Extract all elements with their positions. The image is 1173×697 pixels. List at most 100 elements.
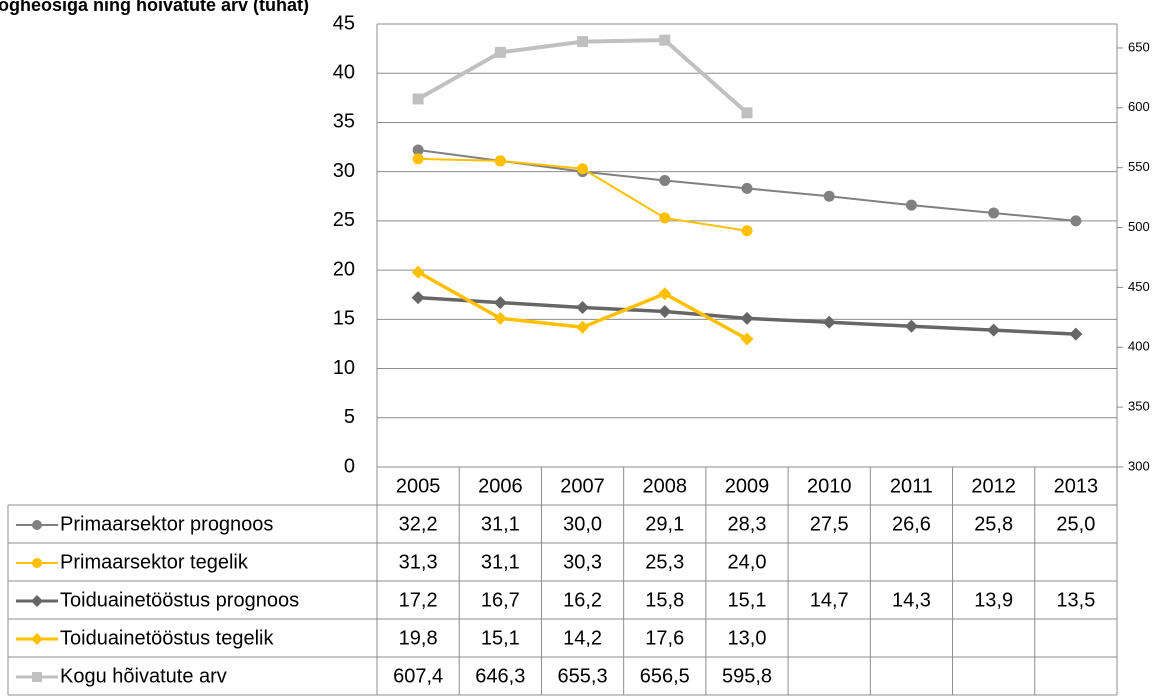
table-value: 27,5 — [810, 513, 849, 535]
y2-tick-label: 350 — [1128, 399, 1150, 414]
marker — [740, 332, 754, 346]
marker — [576, 320, 590, 334]
marker — [741, 225, 753, 237]
table-value: 646,3 — [475, 665, 525, 687]
x-tick-label: 2013 — [1054, 475, 1099, 497]
table-value: 14,3 — [892, 589, 931, 611]
table-value: 13,5 — [1056, 589, 1095, 611]
marker — [411, 291, 425, 305]
marker — [658, 287, 672, 301]
table-value: 19,8 — [399, 627, 438, 649]
table-value: 25,3 — [645, 551, 684, 573]
marker — [494, 155, 506, 167]
y-tick-label: 10 — [333, 357, 355, 379]
legend-marker — [32, 520, 42, 530]
table-value: 30,3 — [563, 551, 602, 573]
marker — [494, 46, 506, 58]
legend-label: Kogu hõivatute arv — [60, 665, 227, 687]
marker — [577, 163, 589, 175]
y2-tick-label: 300 — [1128, 458, 1150, 473]
table-value: 31,3 — [399, 551, 438, 573]
x-tick-label: 2012 — [971, 475, 1016, 497]
table-value: 656,5 — [640, 665, 690, 687]
legend-marker — [31, 595, 43, 607]
table-value: 16,7 — [481, 589, 520, 611]
marker — [412, 153, 424, 165]
y-tick-label: 35 — [333, 111, 355, 133]
y-tick-label: 5 — [344, 406, 355, 428]
legend-marker — [32, 672, 42, 682]
x-tick-label: 2007 — [560, 475, 605, 497]
y2-tick-label: 450 — [1128, 279, 1150, 294]
y2-tick-label: 600 — [1128, 99, 1150, 114]
y2-tick-label: 650 — [1128, 39, 1150, 54]
marker — [1070, 215, 1082, 227]
marker — [577, 36, 589, 48]
table-value: 15,1 — [728, 589, 767, 611]
table-value: 24,0 — [728, 551, 767, 573]
table-value: 13,0 — [728, 627, 767, 649]
marker — [658, 304, 672, 318]
marker — [1069, 327, 1083, 341]
marker — [904, 319, 918, 333]
x-tick-label: 2009 — [725, 475, 770, 497]
x-tick-label: 2008 — [643, 475, 688, 497]
marker — [741, 182, 753, 194]
marker — [987, 323, 1001, 337]
x-tick-label: 2006 — [478, 475, 523, 497]
table-value: 14,7 — [810, 589, 849, 611]
marker — [988, 207, 1000, 219]
legend-label: Toiduainetööstus tegelik — [60, 627, 274, 649]
y-tick-label: 40 — [333, 62, 355, 84]
chart-title: ogheosiga ning hõivatute arv (tuhat) — [0, 0, 309, 15]
table-value: 13,9 — [974, 589, 1013, 611]
marker — [412, 144, 424, 156]
table-value: 26,6 — [892, 513, 931, 535]
marker — [823, 190, 835, 202]
y-tick-label: 0 — [344, 455, 355, 477]
table-value: 16,2 — [563, 589, 602, 611]
marker — [576, 301, 590, 315]
marker — [412, 93, 424, 105]
y-tick-label: 45 — [333, 12, 355, 34]
table-value: 32,2 — [399, 513, 438, 535]
legend-label: Primaarsektor prognoos — [60, 513, 273, 535]
marker — [659, 175, 671, 187]
table-value: 30,0 — [563, 513, 602, 535]
table-value: 28,3 — [728, 513, 767, 535]
marker — [822, 315, 836, 329]
marker — [740, 311, 754, 325]
table-value: 655,3 — [558, 665, 608, 687]
legend-label: Primaarsektor tegelik — [60, 551, 249, 573]
x-tick-label: 2010 — [807, 475, 852, 497]
marker — [493, 296, 507, 310]
y2-tick-label: 400 — [1128, 339, 1150, 354]
table-value: 14,2 — [563, 627, 602, 649]
table-value: 25,8 — [974, 513, 1013, 535]
table-value: 31,1 — [481, 551, 520, 573]
marker — [905, 199, 917, 211]
marker — [659, 34, 671, 46]
legend-label: Toiduainetööstus prognoos — [60, 589, 299, 611]
table-value: 595,8 — [722, 665, 772, 687]
y-tick-label: 25 — [333, 209, 355, 231]
x-tick-label: 2005 — [396, 475, 441, 497]
y-tick-label: 20 — [333, 258, 355, 280]
y2-tick-label: 550 — [1128, 159, 1150, 174]
table-value: 607,4 — [393, 665, 443, 687]
y-tick-label: 15 — [333, 308, 355, 330]
legend-marker — [32, 558, 42, 568]
table-value: 15,8 — [645, 589, 684, 611]
table-value: 17,6 — [645, 627, 684, 649]
marker — [741, 107, 753, 119]
legend-marker — [31, 633, 43, 645]
marker — [659, 212, 671, 224]
table-value: 17,2 — [399, 589, 438, 611]
table-value: 15,1 — [481, 627, 520, 649]
marker — [411, 265, 425, 279]
table-value: 29,1 — [645, 513, 684, 535]
x-tick-label: 2011 — [890, 475, 933, 497]
series-line — [417, 38, 749, 115]
table-value: 31,1 — [481, 513, 520, 535]
